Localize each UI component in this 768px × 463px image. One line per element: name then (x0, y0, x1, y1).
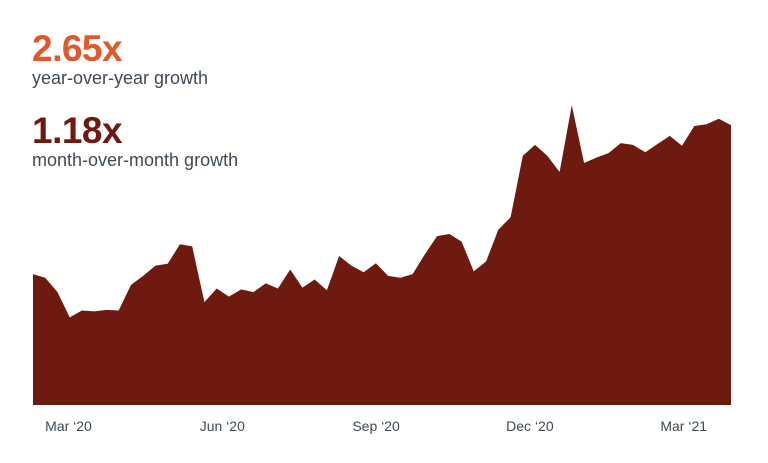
x-tick-label: Jun ‘20 (200, 418, 245, 434)
x-tick-label: Mar ‘21 (660, 418, 707, 434)
yoy-growth-label: year-over-year growth (32, 68, 209, 88)
mom-growth-value: 1.18x (32, 110, 123, 151)
x-tick-label: Mar ‘20 (45, 418, 92, 434)
growth-area-series (33, 105, 731, 405)
x-tick-label: Sep ‘20 (352, 418, 400, 434)
x-axis-ticks: Mar ‘20 Jun ‘20 Sep ‘20 Dec ‘20 Mar ‘21 (45, 418, 707, 434)
x-tick-label: Dec ‘20 (506, 418, 554, 434)
mom-growth-label: month-over-month growth (32, 150, 239, 170)
yoy-growth-value: 2.65x (32, 28, 123, 69)
